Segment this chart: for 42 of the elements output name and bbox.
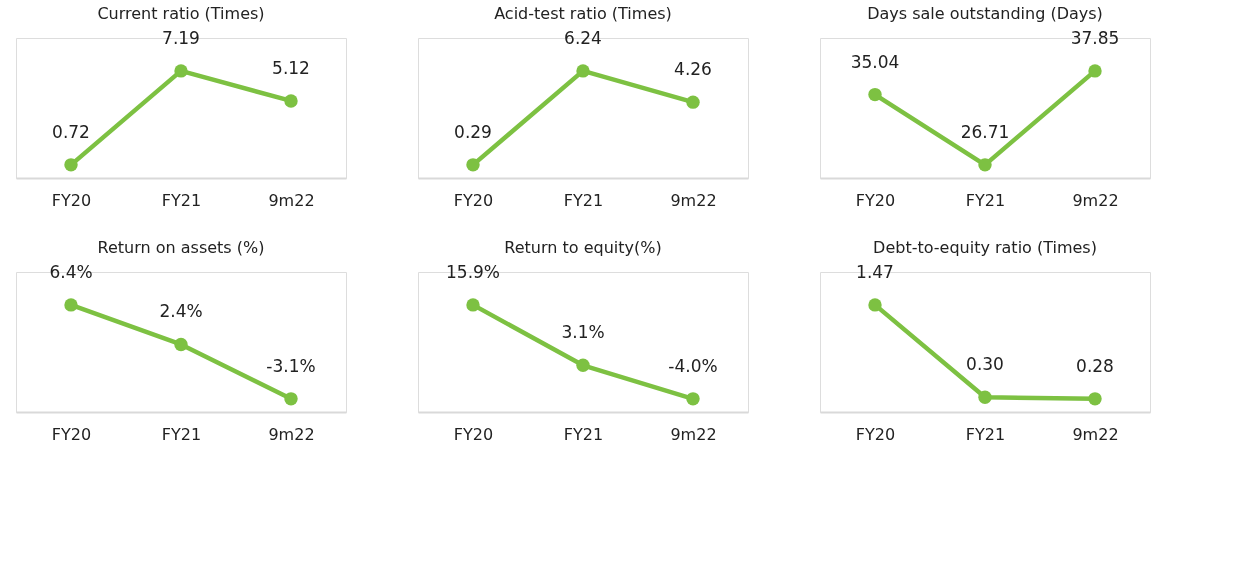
x-tick-label: FY20	[453, 190, 494, 210]
x-tick-label: FY20	[51, 424, 92, 444]
data-label: -3.1%	[266, 355, 316, 376]
chart-title: Return on assets (%)	[97, 237, 265, 257]
data-label: 5.12	[272, 57, 310, 78]
data-label: 15.9%	[445, 261, 501, 282]
data-label: 0.28	[1076, 355, 1114, 376]
data-label: 1.47	[856, 261, 894, 282]
x-tick-label: FY21	[965, 424, 1006, 444]
data-label: 35.04	[850, 51, 900, 72]
data-label: 0.30	[966, 354, 1004, 375]
data-label: 6.4%	[49, 261, 93, 282]
x-tick-label: FY21	[563, 424, 604, 444]
data-label: 6.24	[564, 27, 602, 48]
x-tick-label: FY21	[563, 190, 604, 210]
x-tick-label: 9m22	[1072, 190, 1119, 210]
data-label: 0.29	[454, 121, 492, 142]
data-label: 4.26	[674, 59, 712, 80]
data-label: 26.71	[960, 121, 1010, 142]
x-tick-label: 9m22	[670, 190, 717, 210]
data-label: 2.4%	[159, 301, 203, 322]
x-tick-label: FY21	[965, 190, 1006, 210]
x-tick-label: FY20	[855, 190, 896, 210]
chart-title: Current ratio (Times)	[97, 3, 265, 23]
x-tick-label: FY20	[51, 190, 92, 210]
x-tick-label: FY21	[161, 424, 202, 444]
data-label: 0.72	[52, 121, 90, 142]
data-label: 7.19	[162, 27, 200, 48]
chart-title: Acid-test ratio (Times)	[494, 3, 672, 23]
x-tick-label: FY20	[855, 424, 896, 444]
x-tick-label: 9m22	[670, 424, 717, 444]
x-tick-label: FY20	[453, 424, 494, 444]
x-tick-label: 9m22	[268, 190, 315, 210]
x-tick-label: 9m22	[268, 424, 315, 444]
data-label: -4.0%	[668, 355, 718, 376]
data-label: 3.1%	[561, 322, 605, 343]
x-tick-label: 9m22	[1072, 424, 1119, 444]
chart-title: Return to equity(%)	[504, 237, 662, 257]
x-tick-label: FY21	[161, 190, 202, 210]
chart-title: Days sale outstanding (Days)	[867, 3, 1103, 23]
data-label: 37.85	[1070, 27, 1120, 48]
chart-title: Debt-to-equity ratio (Times)	[873, 237, 1097, 257]
